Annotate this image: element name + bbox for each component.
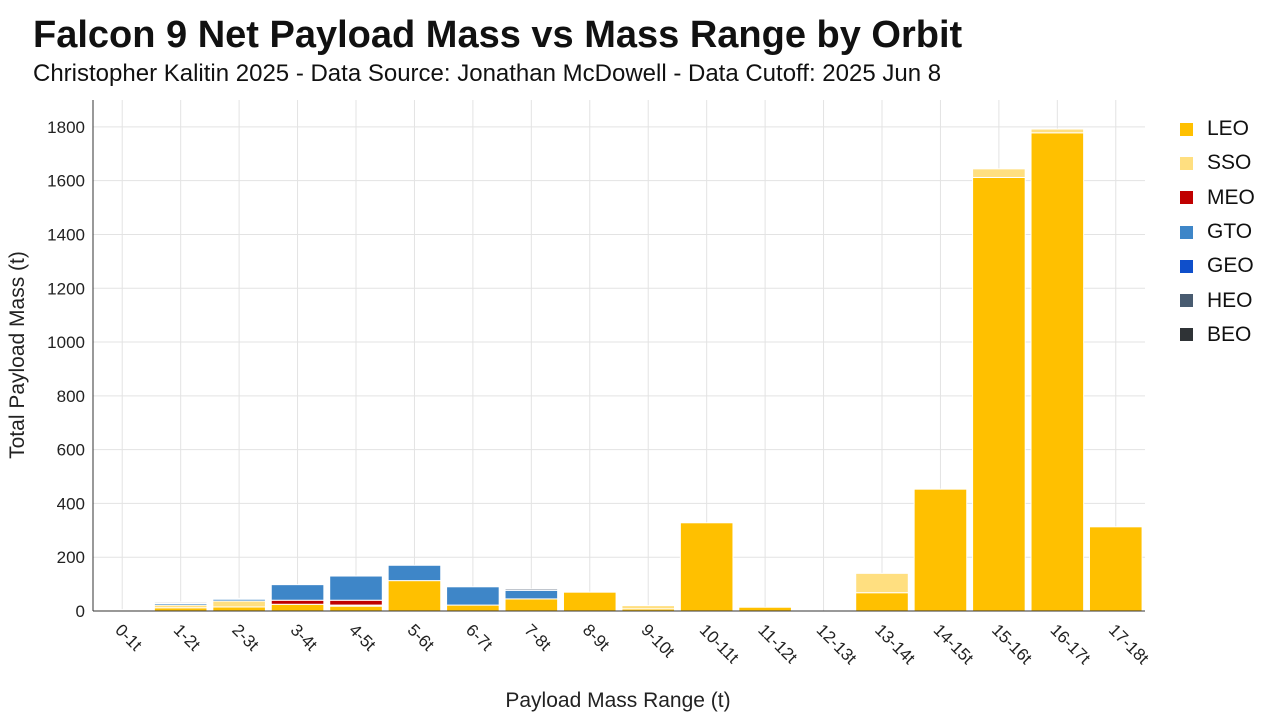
x-tick-label: 3-4t <box>287 620 321 654</box>
x-tick-label: 17-18t <box>1105 620 1153 668</box>
bar-segment-meo <box>329 599 383 606</box>
x-tick-label: 1-2t <box>170 620 204 654</box>
bar-segment-leo <box>446 604 500 612</box>
legend-label: BEO <box>1207 322 1252 346</box>
bar-segment-leo <box>1088 526 1143 612</box>
x-tick-label: 15-16t <box>988 620 1036 668</box>
x-tick-label: 0-1t <box>111 620 145 654</box>
y-tick-label: 1200 <box>47 279 85 298</box>
legend-label: MEO <box>1207 185 1255 209</box>
y-axis-label: Total Payload Mass (t) <box>6 251 29 459</box>
x-tick-label: 10-11t <box>696 620 743 667</box>
x-tick-label: 14-15t <box>930 620 978 668</box>
legend-swatch <box>1180 122 1193 136</box>
y-tick-label: 600 <box>57 441 85 460</box>
bar-segment-heo <box>504 588 559 591</box>
axes <box>92 100 1145 612</box>
bars <box>95 128 1143 612</box>
legend-item-meo[interactable]: MEO <box>1180 181 1255 215</box>
x-tick-label: 16-17t <box>1047 620 1095 668</box>
bar-segment-leo <box>329 605 383 612</box>
legend: LEO SSO MEO GTO GEO HEO BEO <box>1180 112 1255 352</box>
y-tick-label: 400 <box>57 494 85 513</box>
legend-label: LEO <box>1207 117 1250 141</box>
chart-title: Falcon 9 Net Payload Mass vs Mass Range … <box>33 14 963 56</box>
y-tick-label: 200 <box>57 548 85 567</box>
legend-item-geo[interactable]: GEO <box>1180 249 1255 283</box>
y-tick-label: 1800 <box>47 118 85 137</box>
legend-item-gto[interactable]: GTO <box>1180 215 1255 249</box>
legend-label: GEO <box>1207 254 1254 278</box>
bar-segment-leo <box>212 606 266 612</box>
bar-segment-leo <box>738 606 792 612</box>
bar-segment-sso <box>972 168 1026 178</box>
x-tick-label: 11-12t <box>754 620 801 667</box>
bar-segment-leo <box>913 488 968 612</box>
x-tick-label: 5-6t <box>404 620 438 654</box>
x-tick-label: 2-3t <box>228 620 262 654</box>
bar-segment-gto <box>270 584 325 601</box>
x-tick-labels: 0-1t 1-2t 2-3t 3-4t 4-5t 5-6t 6-7t 7-8t 8-9t 9-10… <box>111 620 1152 668</box>
x-axis-label: Payload Mass Range (t) <box>505 689 730 712</box>
bar-segment-leo <box>562 591 617 612</box>
bar-segment-leo <box>1030 132 1085 612</box>
bar-segment-leo <box>855 592 909 612</box>
bar-segment-sso <box>1030 128 1085 134</box>
legend-item-leo[interactable]: LEO <box>1180 112 1255 146</box>
y-tick-label: 0 <box>76 602 85 621</box>
x-tick-label: 9-10t <box>637 620 678 661</box>
bar-segment-beo <box>153 601 208 604</box>
x-tick-label: 6-7t <box>462 620 496 654</box>
legend-swatch <box>1180 225 1193 239</box>
bar-segment-gto <box>504 589 559 600</box>
legend-item-sso[interactable]: SSO <box>1180 146 1255 180</box>
x-tick-label: 7-8t <box>521 620 555 654</box>
bar-segment-gto <box>387 564 442 582</box>
bar-segment-sso <box>212 600 266 608</box>
x-tick-label: 4-5t <box>345 620 379 654</box>
legend-label: GTO <box>1207 220 1253 244</box>
legend-item-heo[interactable]: HEO <box>1180 283 1255 317</box>
chart-subtitle: Christopher Kalitin 2025 - Data Source: … <box>33 60 942 87</box>
bar-segment-leo <box>387 580 442 612</box>
bar-segment-beo <box>212 597 266 600</box>
bar-segment-sso <box>855 572 909 594</box>
y-tick-label: 1000 <box>47 333 85 352</box>
legend-swatch <box>1180 259 1193 273</box>
bar-segment-gto <box>446 586 500 606</box>
x-tick-label: 13-14t <box>871 620 919 668</box>
gridlines <box>93 100 1145 612</box>
y-tick-labels: 0 200 400 600 800 1000 1200 1400 1600 1800 <box>47 118 85 621</box>
legend-swatch <box>1180 156 1193 170</box>
bar-segment-meo <box>270 599 325 605</box>
bar-segment-leo <box>679 522 734 612</box>
x-tick-label: 12-13t <box>813 620 861 668</box>
bar-segment-sso <box>621 605 676 610</box>
bar-segment-leo <box>270 603 325 612</box>
y-tick-label: 1600 <box>47 172 85 191</box>
bar-segment-gto <box>329 575 383 601</box>
y-tick-label: 800 <box>57 387 85 406</box>
legend-item-beo[interactable]: BEO <box>1180 318 1255 352</box>
legend-label: SSO <box>1207 151 1252 175</box>
bar-segment-leo <box>504 598 559 612</box>
legend-swatch <box>1180 191 1193 205</box>
legend-label: HEO <box>1207 288 1253 312</box>
legend-swatch <box>1180 294 1193 308</box>
bar-segment-leo <box>972 176 1026 612</box>
legend-swatch <box>1180 328 1193 342</box>
x-tick-label: 8-9t <box>579 620 613 654</box>
y-tick-label: 1400 <box>47 225 85 244</box>
